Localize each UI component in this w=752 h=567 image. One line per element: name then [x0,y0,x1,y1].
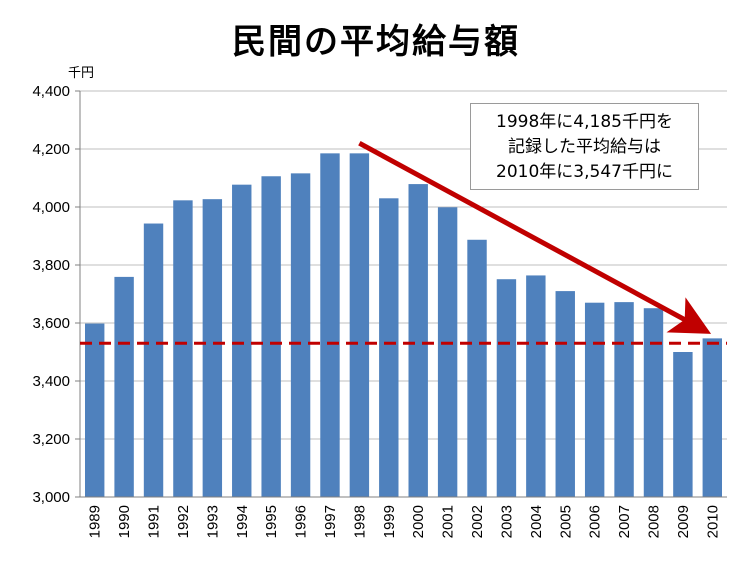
y-tick-label: 4,400 [32,83,70,100]
x-tick-label: 1995 [263,505,280,538]
axes [75,90,727,498]
bar [584,302,605,497]
y-tick-label: 3,000 [32,489,70,506]
bar [232,184,252,498]
x-tick-label: 2004 [528,505,545,538]
x-tick-label: 2002 [469,505,486,538]
x-tick-label: 1992 [175,505,192,538]
y-tick-label: 4,200 [32,141,70,158]
y-tick-labels: 3,000 3,200 3,400 3,600 3,800 4,000 4,200 4,400 [32,83,70,506]
x-tick-label: 2009 [675,505,692,538]
x-tick-label: 1990 [116,505,133,538]
x-tick-label: 2010 [704,505,721,538]
bar [555,291,575,497]
bar [437,207,458,498]
bar [290,173,311,498]
bars [84,153,723,498]
x-tick-label: 1989 [87,505,104,538]
bar [467,239,487,497]
x-tick-label: 1996 [293,505,310,538]
bar [320,153,340,497]
annotation-line: 2010年に3,547千円に [496,162,673,182]
y-tick-label: 3,400 [32,373,70,390]
bar [643,308,664,497]
x-tick-label: 2006 [587,505,604,538]
x-tick-labels: 1989 1990 1991 1992 1993 1994 1995 1996 1997 1998… [87,505,722,538]
bar [526,275,546,497]
bar [202,199,223,498]
bar [379,198,399,498]
x-tick-label: 2000 [410,505,427,538]
x-tick-label: 1999 [381,505,398,538]
y-axis-unit-label: 千円 [68,66,95,81]
annotation-box: 1998年に4,185千円を 記録した平均給与は 2010年に3,547千円に [470,103,699,190]
bar [143,223,164,497]
x-tick-label: 1993 [204,505,221,538]
bar [408,184,428,497]
y-tick-label: 3,800 [32,257,70,274]
x-tick-label: 1998 [351,505,368,538]
x-tick-label: 1997 [322,505,339,538]
annotation-line: 記録した平均給与は [508,137,661,157]
bar [84,323,105,497]
bar [173,200,193,497]
trend-arrow [358,141,712,334]
x-tick-label: 2003 [498,505,515,538]
x-tick-label: 1991 [146,505,163,538]
chart-title: 民間の平均給与額 [232,22,520,62]
bar [349,153,370,497]
annotation-line: 1998年に4,185千円を [496,112,673,132]
y-tick-label: 3,600 [32,315,70,332]
bar [496,279,517,497]
bar [261,176,281,497]
x-tick-label: 2005 [557,505,574,538]
y-tick-label: 4,000 [32,199,70,216]
x-tick-label: 2008 [645,505,662,538]
x-tick-label: 2007 [616,505,633,538]
overlays [80,141,727,345]
bar [702,338,723,497]
x-tick-label: 2001 [440,505,457,538]
y-tick-label: 3,200 [32,431,70,448]
bar [673,352,693,497]
bar [114,276,134,497]
x-tick-label: 1994 [234,505,251,538]
bar [614,302,634,497]
